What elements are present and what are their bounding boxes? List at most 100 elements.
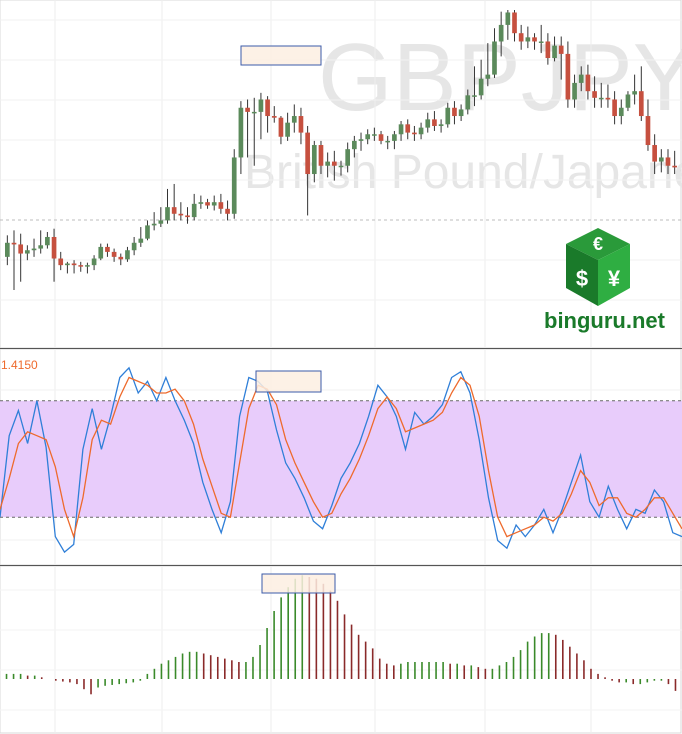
bullish-candle	[572, 82, 577, 100]
bearish-candle	[205, 202, 210, 206]
bullish-candle	[231, 157, 237, 214]
bearish-candle	[78, 265, 84, 267]
bearish-candle	[518, 33, 524, 42]
bearish-candle	[532, 37, 537, 42]
bullish-candle	[191, 203, 197, 218]
highlight-box-price	[240, 45, 322, 66]
bullish-candle	[5, 242, 10, 257]
bullish-candle	[65, 263, 70, 266]
bearish-candle	[245, 107, 250, 112]
bearish-candle	[58, 258, 64, 266]
bullish-candle	[458, 109, 464, 117]
bullish-candle	[498, 24, 504, 42]
bullish-candle	[211, 202, 217, 206]
bullish-candle	[291, 116, 297, 123]
bearish-candle	[178, 213, 184, 216]
bullish-candle	[145, 225, 150, 239]
bearish-candle	[11, 242, 17, 245]
bearish-candle	[665, 157, 671, 166]
bullish-candle	[38, 245, 44, 249]
bullish-candle	[372, 134, 377, 136]
cube-right-face	[598, 244, 630, 306]
histogram-layer	[5, 575, 677, 695]
bullish-candle	[365, 134, 371, 140]
bullish-candle	[131, 242, 137, 251]
bullish-candle	[358, 139, 364, 141]
bullish-candle	[418, 127, 424, 135]
highlight-box-stochastic	[255, 370, 322, 393]
bearish-candle	[565, 53, 571, 100]
bullish-candle	[98, 246, 104, 259]
bullish-candle	[525, 37, 531, 42]
bearish-candle	[612, 99, 617, 117]
bullish-candle	[578, 74, 584, 83]
bullish-candle	[538, 41, 544, 43]
bearish-candle	[592, 91, 597, 98]
bearish-candle	[298, 116, 304, 133]
bearish-candle	[512, 12, 517, 34]
bullish-candle	[658, 157, 664, 162]
highlight-box-histogram	[261, 573, 336, 594]
bullish-candle	[91, 258, 97, 266]
bearish-candle	[645, 116, 651, 146]
bearish-candle	[452, 107, 457, 117]
candlestick-layer	[5, 10, 677, 290]
bullish-candle	[125, 250, 130, 260]
bearish-candle	[545, 41, 551, 59]
bullish-candle	[325, 161, 330, 166]
bullish-candle	[505, 12, 511, 25]
bearish-candle	[118, 256, 124, 260]
bearish-candle	[218, 202, 224, 209]
stochastic-k-line	[0, 366, 682, 554]
logo-text: binguru.net	[544, 308, 666, 333]
bearish-candle	[18, 244, 24, 254]
bullish-candle	[285, 122, 290, 137]
bullish-candle	[438, 124, 444, 126]
bearish-candle	[271, 116, 277, 118]
dollar-glyph: $	[576, 266, 588, 291]
bullish-candle	[151, 223, 157, 226]
bullish-candle	[632, 91, 637, 95]
bullish-candle	[251, 111, 257, 114]
euro-glyph: €	[593, 234, 603, 254]
bearish-candle	[71, 263, 77, 266]
bearish-candle	[105, 246, 110, 252]
binguru-logo: € $ ¥ binguru.net	[544, 228, 666, 333]
bullish-candle	[31, 248, 37, 251]
bearish-candle	[305, 132, 310, 175]
bullish-candle	[485, 74, 491, 79]
bullish-candle	[492, 41, 497, 75]
annotation-layer	[240, 45, 336, 594]
bearish-candle	[225, 208, 230, 214]
bearish-candle	[111, 251, 117, 257]
stochastic-d-line	[0, 376, 682, 539]
bullish-candle	[345, 149, 351, 166]
bearish-candle	[51, 236, 57, 259]
bearish-candle	[638, 91, 644, 117]
bullish-candle	[311, 145, 317, 175]
bearish-candle	[605, 97, 611, 100]
bullish-candle	[85, 265, 90, 267]
bearish-candle	[171, 207, 177, 214]
bearish-candle	[405, 124, 411, 133]
bullish-candle	[478, 78, 484, 96]
yen-glyph: ¥	[608, 266, 621, 291]
bullish-candle	[598, 97, 604, 100]
bullish-candle	[25, 250, 30, 254]
histogram-panel	[0, 565, 682, 734]
stochastic-level-label: 1.4150	[1, 358, 38, 372]
bullish-candle	[385, 140, 391, 143]
bullish-candle	[472, 95, 477, 97]
bullish-candle	[158, 220, 164, 224]
bullish-candle	[238, 107, 244, 158]
bearish-candle	[265, 99, 270, 117]
cube-left-face	[566, 244, 598, 306]
bearish-candle	[331, 161, 337, 166]
bearish-candle	[278, 117, 284, 137]
bullish-candle	[338, 165, 344, 168]
bullish-candle	[258, 99, 264, 112]
bearish-candle	[652, 145, 657, 162]
bearish-candle	[378, 134, 384, 141]
overbought-band-layer	[0, 400, 682, 518]
bullish-candle	[552, 45, 557, 59]
